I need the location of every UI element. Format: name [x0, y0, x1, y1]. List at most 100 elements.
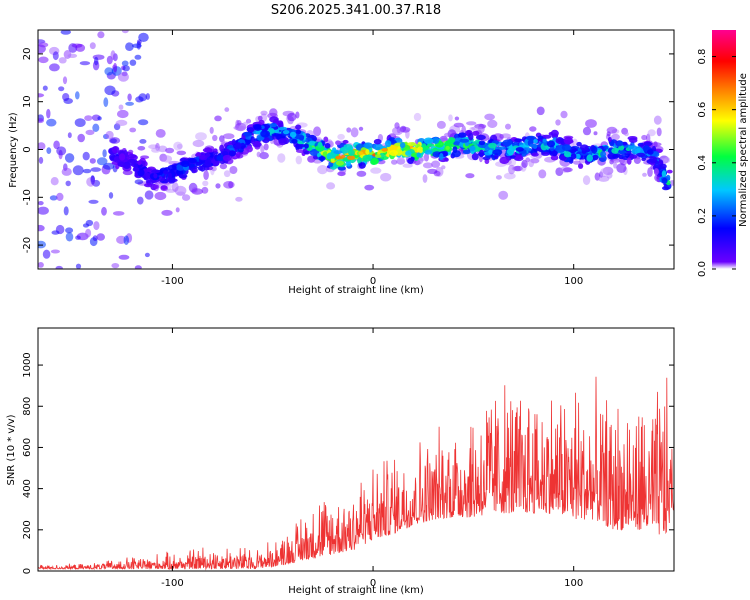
spectrogram-cell	[38, 224, 45, 232]
spectrogram-cell	[506, 148, 515, 156]
spectrogram-cell	[413, 112, 422, 122]
spectrogram-y-tick-label: 0	[22, 146, 33, 152]
spectrogram-cell	[72, 165, 84, 176]
spectrogram-cell	[499, 156, 510, 164]
spectrogram-cell	[256, 151, 261, 158]
snr-y-tick-label: 400	[22, 479, 33, 498]
spectrogram-cell	[402, 163, 413, 168]
spectrogram-cell	[373, 138, 382, 145]
spectrogram-cell	[102, 149, 107, 158]
spectrogram-cell	[537, 135, 543, 140]
spectrogram-y-tick-label: -20	[22, 237, 33, 253]
spectrogram-cell	[165, 147, 175, 154]
snr-y-label: SNR (10 * v/v)	[6, 414, 17, 485]
spectrogram-cell	[335, 155, 342, 160]
spectrogram-cell	[82, 168, 92, 174]
snr-y-tick-label: 200	[22, 520, 33, 539]
spectrogram-cell	[348, 149, 355, 156]
spectrogram-cell	[546, 140, 556, 148]
spectrogram-cell	[105, 130, 114, 140]
spectrogram-cell	[75, 235, 81, 240]
spectrogram-cell	[60, 30, 71, 35]
spectrogram-cell	[139, 139, 147, 144]
spectrogram-cell	[287, 112, 297, 122]
spectrogram-cell	[74, 118, 86, 127]
spectrogram-cell	[67, 53, 78, 58]
spectrogram-cell	[611, 133, 620, 141]
spectrogram-cell	[167, 172, 172, 179]
spectrogram-cell	[407, 142, 417, 147]
snr-x-tick-label: -100	[161, 578, 184, 589]
spectrogram-cell	[224, 107, 230, 112]
spectrogram-cell	[350, 127, 359, 138]
spectrogram-cell	[117, 109, 129, 119]
spectrogram-cell	[219, 163, 228, 170]
spectrogram-cell	[424, 149, 433, 155]
spectrogram-cell	[389, 150, 398, 156]
spectrogram-cell	[488, 149, 493, 154]
spectrogram-cell	[38, 118, 44, 124]
spectrogram-cell	[125, 101, 134, 106]
spectrogram-cell	[466, 121, 477, 126]
spectrogram-cell	[358, 126, 364, 131]
spectrogram-cell	[607, 136, 612, 143]
spectrogram-cell	[649, 156, 658, 164]
spectrogram-cell	[528, 158, 535, 168]
snr-frame	[37, 327, 675, 572]
spectrogram-cell	[228, 150, 236, 157]
spectrogram-y-tick-label: 20	[22, 48, 33, 61]
spectrogram-cell	[626, 157, 632, 165]
snr-y-tick-label: 0	[22, 568, 33, 574]
spectrogram-cell	[55, 265, 63, 269]
spectrogram-cell	[89, 158, 96, 164]
spectrogram-cell	[646, 149, 654, 155]
spectrogram-cell	[96, 157, 108, 166]
spectrogram-cell	[222, 133, 235, 140]
spectrogram-cell	[653, 115, 662, 125]
spectrogram-cell	[204, 159, 212, 167]
spectrogram-cell	[93, 221, 100, 231]
spectrogram-cell	[514, 155, 524, 162]
spectrogram-cell	[295, 143, 306, 148]
spectrogram-cell	[155, 129, 166, 138]
spectrogram-cell	[337, 171, 346, 177]
spectrogram-cell	[647, 129, 656, 137]
spectrogram-cell	[600, 168, 608, 178]
spectrogram-cell	[616, 140, 624, 147]
spectrogram-cell	[260, 110, 268, 116]
spectrogram-y-tick-label: 10	[22, 95, 33, 108]
spectrogram-cell	[500, 133, 511, 139]
spectrogram-cell	[137, 160, 142, 166]
spectrogram-cell	[50, 177, 59, 186]
spectrogram-marks	[38, 30, 674, 269]
spectrogram-cell	[111, 263, 120, 269]
spectrogram-cell	[337, 166, 346, 171]
spectrogram-cell	[229, 166, 238, 174]
spectrogram-cell	[240, 142, 246, 150]
spectrogram-cell	[163, 170, 169, 175]
spectrogram-cell	[313, 126, 322, 137]
spectrogram-cell	[212, 134, 218, 142]
spectrogram-cell	[90, 175, 96, 185]
spectrogram-cell	[538, 169, 547, 179]
spectrogram-cell	[153, 184, 159, 189]
spectrogram-cell	[326, 182, 336, 190]
spectrogram-cell	[363, 142, 373, 149]
snr-marks	[38, 376, 674, 571]
spectrogram-cell	[138, 32, 149, 43]
spectrogram-cell	[75, 263, 82, 269]
spectrogram-cell	[270, 123, 277, 128]
spectrogram-cell	[661, 177, 668, 184]
spectrogram-cell	[90, 167, 102, 172]
spectrogram-cell	[65, 232, 74, 242]
spectrogram-cell	[294, 134, 305, 140]
spectrogram-cell	[521, 159, 528, 168]
spectrogram-cell	[125, 42, 134, 51]
spectrogram-cell	[624, 131, 629, 137]
spectrogram-cell	[215, 183, 221, 189]
spectrogram-cell	[560, 110, 568, 119]
spectrogram-cell	[116, 235, 127, 244]
